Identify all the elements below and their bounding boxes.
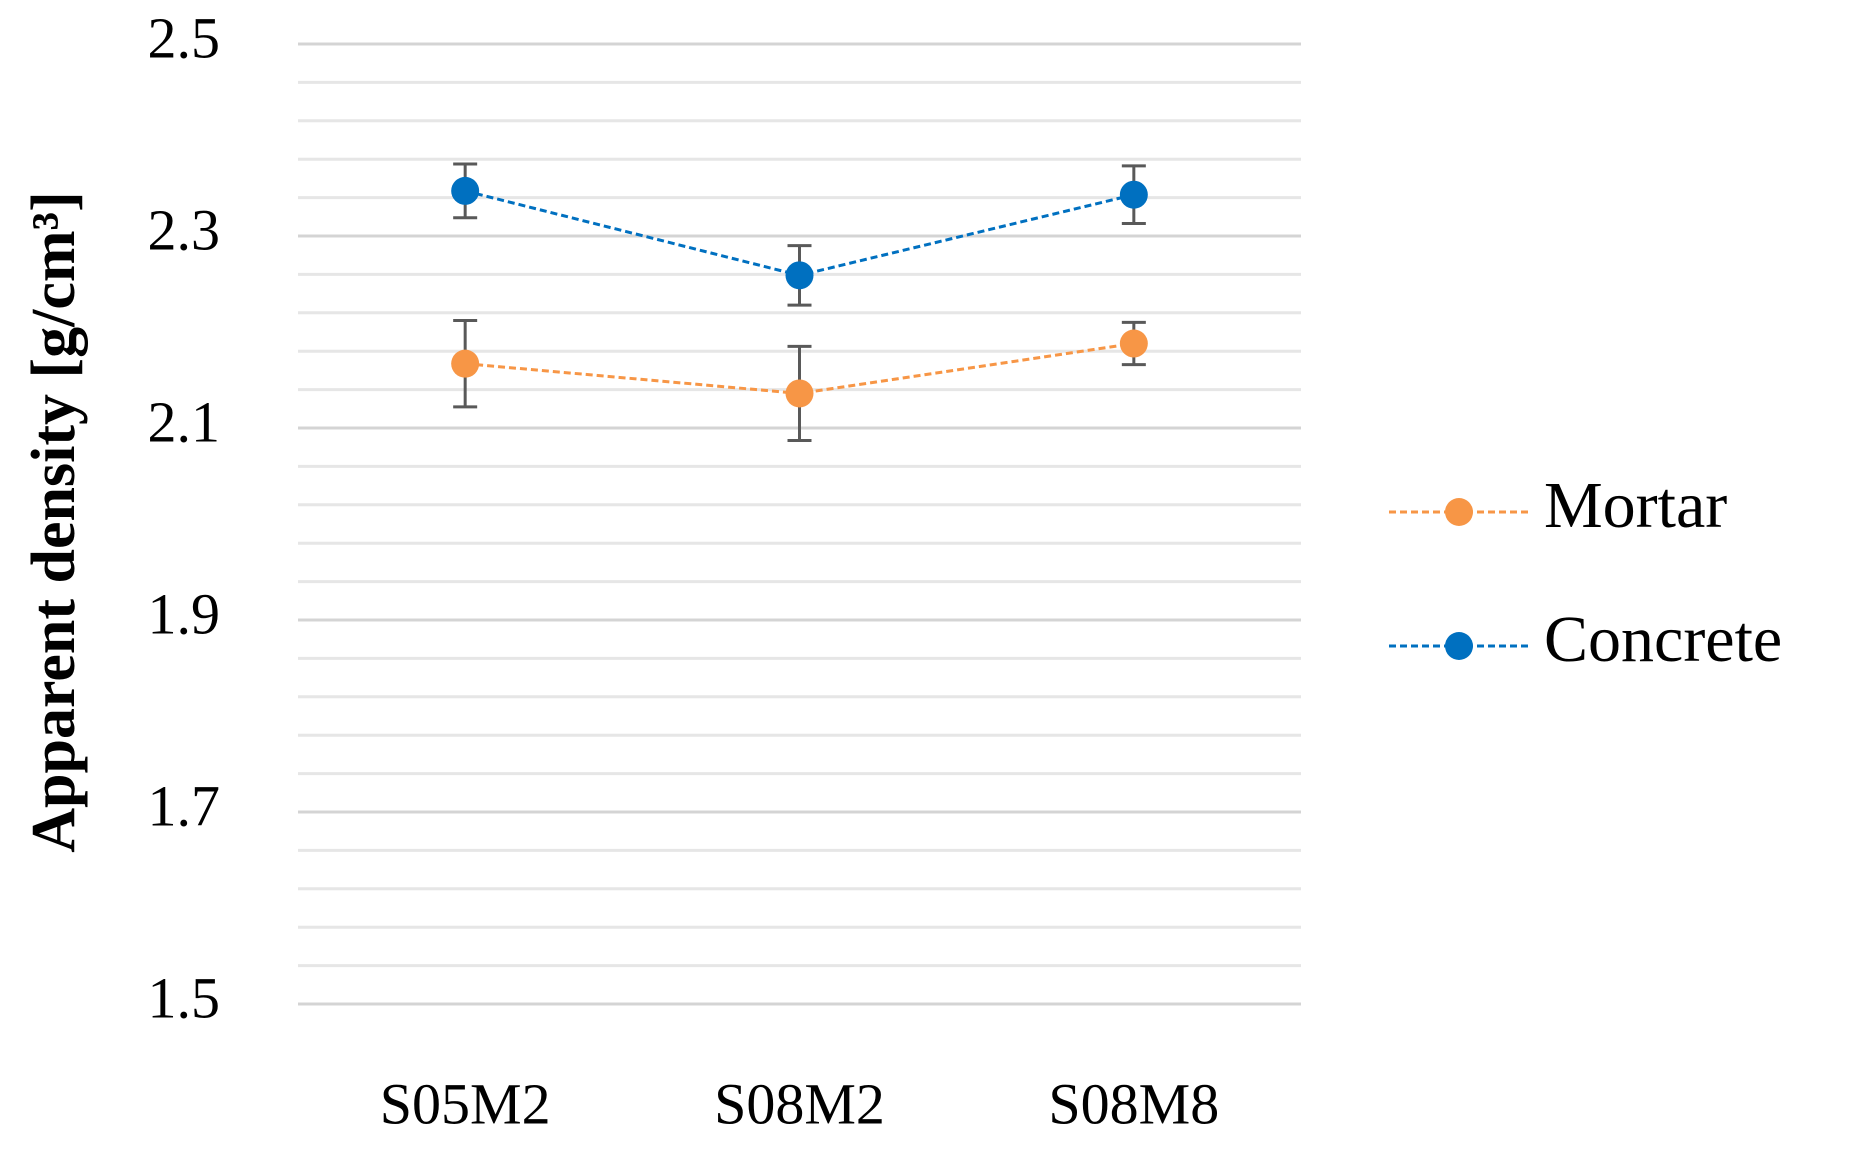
y-tick-label: 2.5: [148, 5, 221, 70]
point: [451, 176, 480, 205]
point: [1119, 329, 1148, 358]
legend-marker: [1445, 632, 1473, 660]
legend-marker: [1445, 498, 1473, 526]
x-tick-label: S08M2: [714, 1071, 885, 1136]
y-tick-label: 1.9: [148, 581, 221, 646]
point: [451, 349, 480, 378]
legend-label: Mortar: [1544, 469, 1727, 542]
y-tick-label: 1.5: [148, 965, 221, 1030]
y-tick-label: 2.1: [148, 389, 221, 454]
legend-label: Concrete: [1544, 603, 1782, 676]
x-tick-label: S08M8: [1048, 1071, 1219, 1136]
point: [1119, 180, 1148, 209]
y-tick-label: 2.3: [148, 197, 221, 262]
y-axis-title: Apparent density [g/cm³]: [20, 191, 88, 853]
point: [785, 261, 814, 290]
x-tick-label: S05M2: [380, 1071, 551, 1136]
point: [785, 379, 814, 408]
y-tick-label: 1.7: [148, 773, 221, 838]
